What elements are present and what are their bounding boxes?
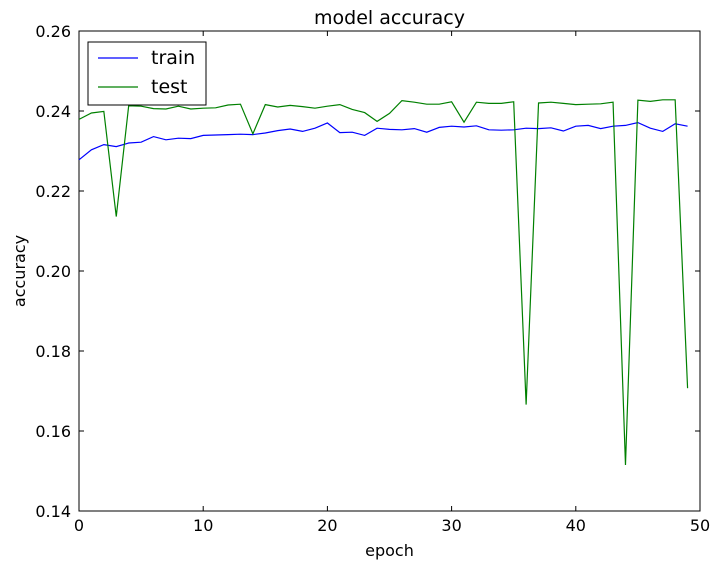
series-line-test — [78, 99, 689, 466]
y-tick-label: 0.16 — [35, 422, 71, 441]
x-axis-label: epoch — [365, 541, 414, 560]
y-tick-label: 0.24 — [35, 102, 71, 121]
y-tick-label: 0.18 — [35, 342, 71, 361]
x-tick-label: 20 — [317, 516, 337, 535]
chart-title: model accuracy — [314, 7, 465, 29]
axis-ticks: 0 10 20 30 40 50 0.14 0.16 0.18 0.20 0.22 0.24 0.26 — [35, 22, 710, 535]
x-tick-label: 0 — [74, 516, 84, 535]
series-layer — [78, 99, 689, 466]
y-tick-label: 0.26 — [35, 22, 71, 41]
y-tick-label: 0.14 — [35, 502, 71, 521]
legend-box — [87, 41, 207, 106]
x-tick-label: 40 — [566, 516, 586, 535]
x-tick-label: 50 — [690, 516, 710, 535]
legend: train test — [87, 41, 207, 106]
y-tick-label: 0.20 — [35, 262, 71, 281]
x-tick-label: 30 — [441, 516, 461, 535]
y-axis-label: accuracy — [10, 235, 29, 307]
legend-label-train: train — [151, 47, 195, 69]
x-tick-label: 10 — [193, 516, 213, 535]
series-line-train — [78, 121, 688, 161]
y-tick-label: 0.22 — [35, 182, 71, 201]
legend-label-test: test — [151, 76, 188, 98]
